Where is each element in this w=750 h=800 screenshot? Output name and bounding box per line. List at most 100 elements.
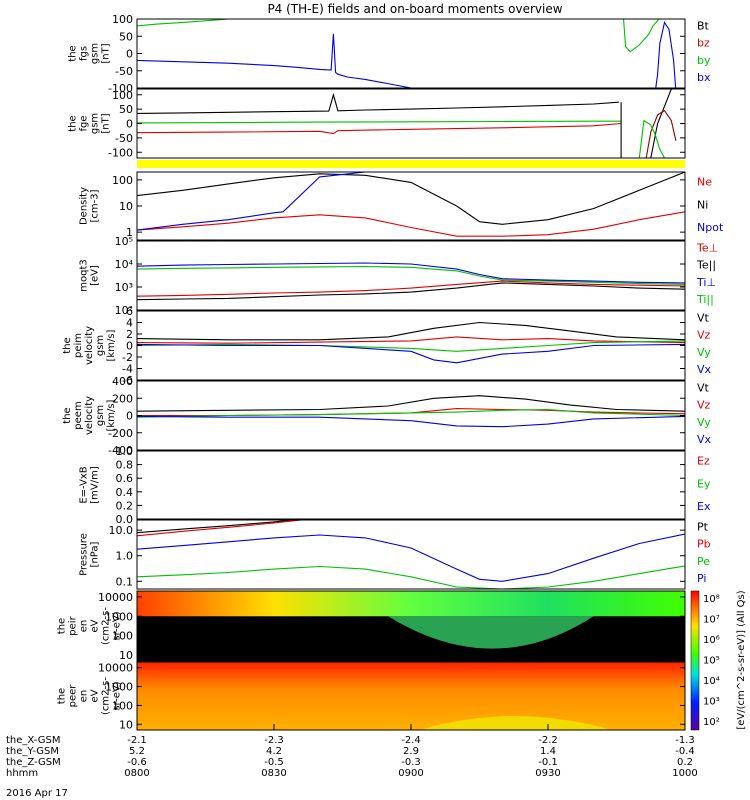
- ve-series-Vx-3: [137, 415, 685, 428]
- density-series-group: [137, 172, 685, 237]
- axis-row-value: 1.4: [540, 746, 556, 757]
- axis-row-value: 0800: [124, 768, 149, 779]
- fge-series-Bt-0: [137, 92, 619, 114]
- fge-tick-label: -100: [108, 146, 133, 159]
- vi-series-Vt-0: [137, 321, 685, 341]
- vi-legend-Vx: Vx: [697, 363, 712, 376]
- efield-tick-label: 0.6: [116, 472, 134, 485]
- colorbar-tick-label: 10⁸: [703, 594, 720, 605]
- fge-series-Bt-3: [620, 102, 624, 158]
- pressure-series-Pi-2: [137, 533, 685, 582]
- pressure-tick-label: 1.0: [116, 550, 134, 563]
- pressure-legend-Pi: Pi: [697, 572, 706, 585]
- temp-tick-label: 10⁴: [115, 258, 134, 271]
- vi-ylabel-line: peim: [73, 333, 84, 358]
- ve-tick-label: 0: [126, 410, 133, 423]
- density-tick-label: 10: [119, 200, 133, 213]
- peir-ylabel-line: sr-eV): [112, 611, 123, 640]
- temp-series-Te-3: [137, 280, 685, 297]
- vi-legend-Vy: Vy: [697, 346, 711, 359]
- ve-legend-Vx: Vx: [697, 433, 712, 446]
- fgs-ylabel-line: the: [68, 45, 79, 61]
- fge-series-bz-2: [137, 122, 622, 135]
- pressure-tick-label: 0.1: [116, 575, 134, 588]
- peer-ylabel-line: (cm2-s-: [101, 677, 112, 715]
- fgs-tick-label: 0: [126, 48, 133, 61]
- axis-row-label: the_Z-GSM: [6, 757, 61, 768]
- peir-tick-label: 100: [112, 630, 133, 643]
- ve-legend-Vy: Vy: [697, 416, 711, 429]
- peer-ylabel-line: the: [57, 688, 68, 704]
- pressure-ylabel-line: Pressure: [79, 533, 90, 576]
- axis-row-value: -2.4: [401, 735, 421, 746]
- fge-ylabel-line: fge: [79, 115, 90, 131]
- density-ylabel-line: [cm-3]: [90, 189, 101, 222]
- peir-frame: [136, 590, 686, 662]
- efield-tick-label: 0.8: [116, 459, 134, 472]
- vi-tick-label: 6: [126, 305, 133, 318]
- pressure-series-group: [137, 520, 685, 589]
- peir-ylabel-line: eV: [90, 619, 101, 632]
- colorbar-tick-label: 10⁵: [703, 656, 720, 667]
- temp-legend-Ti: Ti⊥: [696, 276, 716, 289]
- ve-tick-label: 400: [112, 375, 133, 388]
- pressure-series-Pe-3: [137, 565, 685, 589]
- temp-frame: [136, 240, 686, 311]
- ve-tick-label: 200: [112, 392, 133, 405]
- efield-tick-label: 1.0: [116, 445, 134, 458]
- fge-frame: [136, 88, 686, 159]
- pressure-series-Pt-0: [137, 520, 293, 534]
- ve-ylabel-line: gsm: [95, 405, 106, 426]
- axis-row-value: -2.3: [264, 735, 284, 746]
- axis-row-value: -0.3: [401, 757, 421, 768]
- vi-ylabel-line: [km/s]: [106, 329, 117, 361]
- fge-series-Bt-4: [650, 89, 673, 158]
- fgs-frame: [136, 18, 686, 89]
- fge-series-group: [137, 89, 677, 158]
- fge-series-bz-5: [645, 109, 677, 158]
- ve-series-group: [137, 395, 685, 428]
- axis-row-value: 4.2: [266, 746, 282, 757]
- spectrogram-high-energy-band: [137, 591, 685, 617]
- axis-row-value: 2.9: [403, 746, 419, 757]
- vi-tick-label: 2: [126, 328, 133, 341]
- efield-ylabel-line: E=-VxB: [79, 466, 90, 503]
- date-label: 2016 Apr 17: [6, 788, 68, 799]
- peer-ylabel-line: peer: [68, 684, 79, 708]
- axis-row-label: the_X-GSM: [6, 735, 60, 746]
- fgs-series-group: [137, 19, 677, 88]
- axis-row-value: 1000: [672, 768, 697, 779]
- density-tick-label: 100: [112, 174, 133, 187]
- fgs-series-by-0: [137, 19, 236, 27]
- fgs-legend-Bt: Bt: [697, 19, 710, 32]
- peer-ylabel-line: sr-eV): [112, 681, 123, 710]
- spectrogram-plume: [388, 616, 594, 649]
- fgs-series-bx-1: [137, 33, 412, 88]
- quality-flag-bar: [137, 160, 685, 168]
- axis-row-value: 0900: [398, 768, 423, 779]
- density-ylabel-line: Density: [79, 187, 90, 225]
- ve-ylabel-line: [km/s]: [106, 399, 117, 431]
- axis-row-value: 0930: [535, 768, 560, 779]
- temp-tick-label: 10⁵: [115, 235, 133, 248]
- colorbar-tick-label: 10³: [703, 697, 720, 708]
- efield-tick-label: 0.4: [116, 486, 134, 499]
- fge-tick-label: 100: [112, 89, 133, 102]
- vi-ylabel-line: velocity: [84, 326, 95, 365]
- peir-ylabel-line: the: [57, 618, 68, 634]
- axis-row-value: -0.4: [675, 746, 695, 757]
- fgs-legend-bz: bz: [697, 37, 710, 50]
- pressure-legend-Pb: Pb: [697, 538, 711, 551]
- vi-legend-Vt: Vt: [697, 311, 710, 324]
- ve-legend-Vz: Vz: [697, 399, 711, 412]
- spectrogram-low-energy-blob: [420, 716, 612, 730]
- colorbar-label: [eV/(cm^2-s-sr-eV)] (All Qs): [736, 590, 747, 729]
- peer-tick-label: 100: [112, 699, 133, 712]
- ve-legend-Vt: Vt: [697, 381, 710, 394]
- peir-ylabel-line: en: [79, 620, 90, 633]
- vi-tick-label: -6: [122, 374, 133, 387]
- vi-series-Vz-1: [137, 336, 685, 344]
- ve-series-Vt-0: [137, 395, 685, 412]
